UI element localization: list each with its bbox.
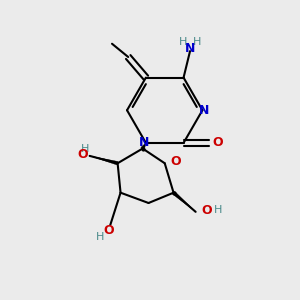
Text: H: H: [193, 37, 202, 47]
Polygon shape: [90, 156, 118, 165]
Text: O: O: [201, 204, 211, 217]
Text: N: N: [139, 136, 150, 149]
Polygon shape: [141, 143, 146, 150]
Text: H: H: [81, 143, 89, 154]
Text: O: O: [170, 155, 181, 168]
Text: H: H: [214, 206, 222, 215]
Text: H: H: [96, 232, 104, 242]
Polygon shape: [172, 191, 196, 212]
Text: H: H: [178, 37, 187, 47]
Text: O: O: [103, 224, 114, 237]
Text: O: O: [77, 148, 88, 161]
Text: N: N: [185, 42, 195, 55]
Text: O: O: [212, 136, 223, 149]
Text: N: N: [199, 104, 209, 117]
